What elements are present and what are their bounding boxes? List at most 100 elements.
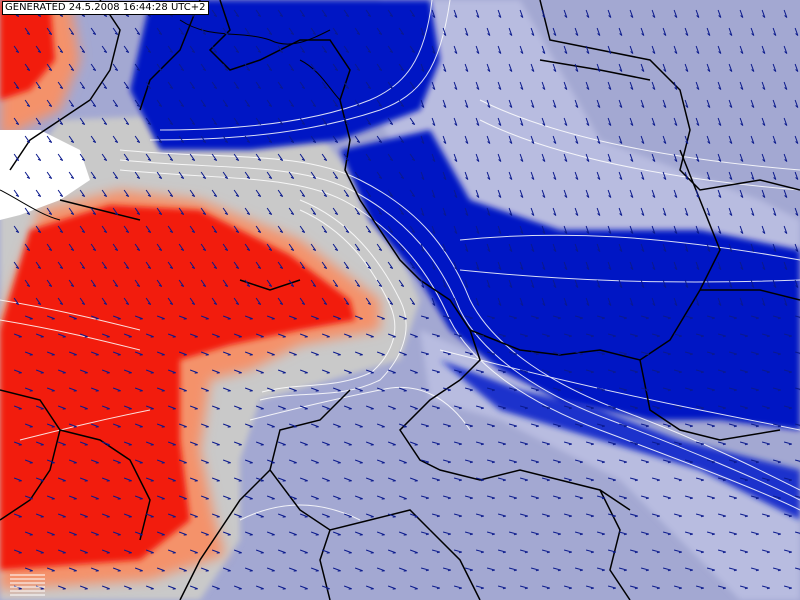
wind-arrow-shaft [420, 207, 425, 216]
wind-arrow-shaft [332, 63, 339, 71]
wind-arrow-shaft [134, 567, 143, 572]
wind-arrow-shaft [794, 459, 800, 462]
wind-arrow-head [740, 15, 744, 18]
wind-arrow-shaft [563, 333, 572, 337]
wind-arrow-shaft [178, 279, 185, 287]
wind-arrow-head [345, 14, 349, 18]
wind-arrow-shaft [739, 441, 748, 445]
wind-arrow-head [458, 551, 462, 554]
wind-arrow-shaft [651, 117, 656, 126]
wind-arrow-head [542, 303, 546, 306]
wind-arrow-head [722, 443, 726, 446]
wind-arrow-head [290, 176, 294, 180]
wind-arrow-shaft [200, 315, 209, 320]
wind-arrow-shaft [772, 27, 777, 36]
wind-arrow-head [564, 303, 568, 306]
wind-arrow-shaft [288, 351, 297, 356]
wind-arrow-head [711, 353, 715, 356]
wind-arrow-shaft [574, 279, 579, 288]
wind-arrow-head [777, 353, 781, 356]
wind-arrow-shaft [189, 81, 196, 89]
wind-arrow-head [114, 140, 118, 144]
wind-arrow-shaft [13, 189, 20, 197]
wind-arrow-shaft [684, 315, 693, 319]
wind-arrow-shaft [354, 99, 361, 107]
wind-arrow-shaft [794, 423, 800, 426]
wind-arrow-head [26, 212, 30, 216]
wind-arrow-head [432, 159, 436, 162]
wind-arrow-shaft [420, 495, 429, 499]
wind-arrow-head [751, 105, 755, 108]
wind-arrow-shaft [596, 135, 601, 144]
wind-arrow-shaft [420, 351, 429, 355]
wind-arrow-head [586, 123, 590, 126]
wind-arrow-shaft [112, 495, 121, 500]
wind-arrow-shaft [563, 585, 572, 589]
wind-arrow-shaft [211, 333, 220, 338]
wind-arrow-head [268, 176, 272, 180]
wind-arrow-shaft [651, 297, 656, 306]
wind-arrow-head [491, 497, 495, 500]
wind-arrow-shaft [541, 477, 550, 481]
wind-arrow-head [454, 303, 458, 306]
wind-arrow-shaft [321, 477, 330, 482]
wind-arrow-shaft [145, 477, 154, 482]
wind-arrow-head [268, 212, 272, 216]
wind-arrow-head [454, 195, 458, 198]
wind-arrow-shaft [123, 153, 130, 161]
wind-arrow-shaft [585, 225, 590, 234]
wind-arrow-shaft [376, 99, 383, 107]
wind-arrow-shaft [409, 9, 416, 17]
wind-arrow-shaft [420, 387, 429, 391]
wind-arrow-shaft [420, 279, 425, 288]
wind-arrow-shaft [497, 585, 506, 589]
wind-arrow-head [729, 33, 733, 36]
wind-arrow-head [191, 14, 195, 18]
wind-arrow-head [279, 302, 283, 306]
wind-arrow-shaft [310, 99, 317, 107]
wind-arrow-shaft [310, 531, 319, 536]
wind-arrow-head [491, 317, 495, 320]
wind-arrow-shaft [68, 315, 77, 320]
wind-arrow-head [356, 32, 360, 36]
wind-arrow-shaft [398, 459, 407, 464]
wind-arrow-shaft [68, 423, 77, 428]
wind-arrow-shaft [607, 585, 616, 589]
wind-arrow-shaft [651, 477, 660, 481]
wind-arrow-head [465, 249, 469, 252]
wind-arrow-head [579, 353, 583, 356]
wind-arrow-head [389, 230, 393, 234]
wind-arrow-head [147, 14, 151, 18]
wind-arrow-shaft [783, 513, 792, 517]
wind-arrow-head [389, 50, 393, 54]
wind-arrow-shaft [695, 189, 700, 198]
wind-arrow-shaft [629, 333, 638, 337]
wind-arrow-shaft [387, 153, 394, 161]
wind-arrow-shaft [629, 297, 634, 306]
wind-arrow-shaft [266, 567, 275, 572]
wind-arrow-head [169, 266, 173, 270]
wind-arrow-shaft [541, 369, 550, 373]
wind-arrow-shaft [629, 513, 638, 517]
wind-arrow-head [378, 32, 382, 36]
wind-arrow-shaft [266, 207, 273, 215]
wind-arrow-shaft [156, 171, 163, 179]
wind-arrow-shaft [211, 405, 220, 410]
wind-arrow-head [301, 158, 305, 162]
wind-arrow-shaft [717, 549, 726, 553]
wind-arrow-shaft [79, 297, 86, 305]
wind-arrow-shaft [299, 477, 308, 482]
wind-arrow-shaft [585, 153, 590, 162]
wind-arrow-shaft [167, 441, 176, 446]
wind-arrow-head [535, 317, 539, 320]
wind-arrow-shaft [497, 225, 502, 234]
wind-arrow-shaft [13, 477, 22, 482]
wind-arrow-shaft [453, 369, 462, 373]
wind-arrow-shaft [695, 45, 700, 54]
wind-arrow-head [235, 158, 239, 162]
wind-arrow-head [279, 194, 283, 198]
wind-arrow-shaft [431, 369, 440, 373]
wind-arrow-head [246, 104, 250, 108]
wind-arrow-head [491, 425, 495, 428]
wind-arrow-shaft [728, 27, 733, 36]
